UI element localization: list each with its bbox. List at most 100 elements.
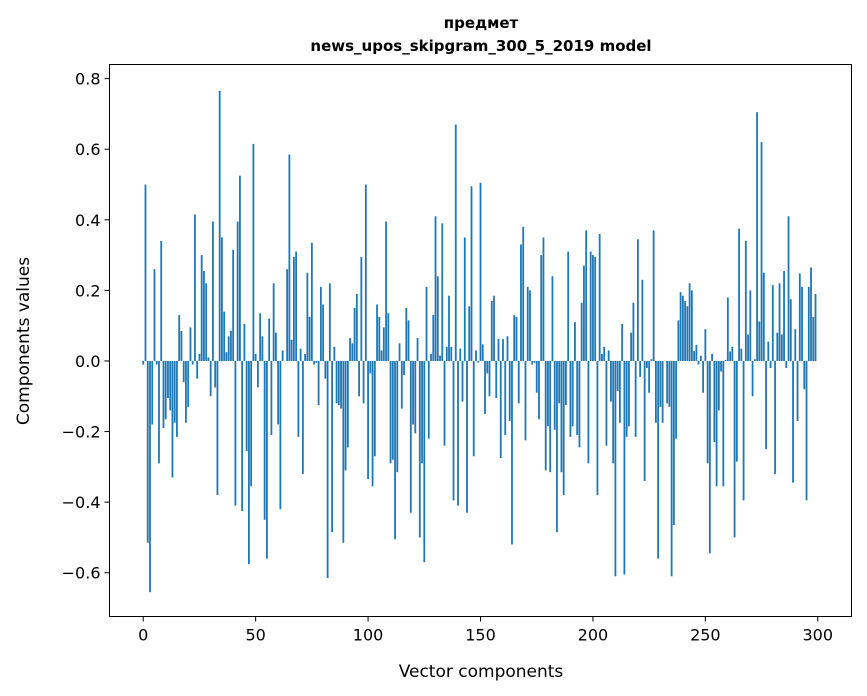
bar-286 <box>785 360 788 369</box>
bar-267 <box>742 360 745 501</box>
bar-253 <box>711 353 713 361</box>
bar-208 <box>610 360 612 402</box>
bar-226 <box>650 359 653 361</box>
x-tick-label: 200 <box>578 626 609 645</box>
bar-27 <box>203 270 205 361</box>
bar-134 <box>443 360 446 446</box>
bar-168 <box>520 244 522 361</box>
bar-278 <box>767 341 770 361</box>
bar-169 <box>522 226 525 361</box>
bar-114 <box>398 343 401 361</box>
bar-204 <box>601 353 603 361</box>
bar-191 <box>571 360 574 427</box>
bar-53 <box>261 336 264 361</box>
bar-240 <box>681 295 684 361</box>
bar-109 <box>387 313 390 361</box>
bar-83 <box>328 283 331 361</box>
bar-205 <box>603 346 606 361</box>
bar-81 <box>324 360 327 379</box>
bar-140 <box>457 360 459 506</box>
bar-122 <box>416 338 419 361</box>
bar-175 <box>535 360 538 393</box>
bar-54 <box>263 360 266 520</box>
bar-287 <box>787 216 790 361</box>
bar-222 <box>641 279 644 361</box>
bar-25 <box>198 353 201 361</box>
bar-70 <box>299 348 302 361</box>
bar-75 <box>310 242 313 361</box>
bar-21 <box>189 327 192 361</box>
bar-266 <box>740 348 743 361</box>
x-tick-label: 150 <box>465 626 496 645</box>
bar-285 <box>783 270 785 361</box>
bar-256 <box>717 360 720 411</box>
bar-290 <box>794 329 797 361</box>
bar-156 <box>493 295 495 361</box>
bar-84 <box>331 360 333 533</box>
bar-105 <box>378 316 381 361</box>
bar-96 <box>358 360 360 397</box>
bar-298 <box>812 316 815 361</box>
bar-295 <box>805 360 808 501</box>
bar-104 <box>376 304 378 361</box>
bar-36 <box>223 311 226 361</box>
bar-271 <box>751 360 754 397</box>
bar-132 <box>439 355 441 361</box>
bar-279 <box>769 360 772 369</box>
bar-102 <box>371 360 374 487</box>
bar-107 <box>382 327 385 361</box>
y-tick-label: 0.6 <box>75 140 100 159</box>
bar-162 <box>506 336 509 361</box>
bar-217 <box>630 332 633 361</box>
bar-207 <box>607 350 610 361</box>
bar-269 <box>747 334 749 361</box>
bar-264 <box>735 360 738 462</box>
bar-136 <box>448 295 450 361</box>
bar-238 <box>677 320 680 361</box>
bar-38 <box>227 336 230 361</box>
bar-167 <box>517 360 520 404</box>
bar-294 <box>803 360 806 390</box>
bar-120 <box>412 360 414 425</box>
bar-108 <box>385 221 387 361</box>
bar-127 <box>427 360 430 439</box>
bar-19 <box>185 360 187 423</box>
bar-214 <box>623 360 626 575</box>
bar-228 <box>654 360 657 423</box>
bar-179 <box>544 360 547 471</box>
bar-4 <box>151 360 154 425</box>
bar-203 <box>598 233 601 361</box>
bar-22 <box>191 360 194 365</box>
bar-72 <box>304 353 307 361</box>
bar-129 <box>432 315 435 361</box>
bar-24 <box>196 360 199 379</box>
y-tick-label: −0.2 <box>62 423 101 442</box>
bar-65 <box>288 154 291 361</box>
bar-89 <box>342 360 345 543</box>
bar-283 <box>778 283 781 361</box>
x-axis: 0 50 100 150 200 250 300 <box>138 616 833 645</box>
bar-117 <box>405 308 408 361</box>
bar-218 <box>632 302 635 361</box>
bar-199 <box>589 251 592 361</box>
y-tick-label: 0.4 <box>75 211 100 230</box>
bar-296 <box>807 286 810 361</box>
bar-49 <box>252 143 255 361</box>
bar-186 <box>560 360 563 473</box>
bar-11 <box>167 360 169 399</box>
bar-243 <box>688 283 691 361</box>
bar-288 <box>789 299 792 361</box>
bar-57 <box>270 360 273 436</box>
bar-112 <box>394 360 396 540</box>
bar-237 <box>675 360 678 439</box>
bar-213 <box>621 323 624 361</box>
bar-60 <box>277 360 280 425</box>
bar-272 <box>753 359 756 361</box>
bar-137 <box>450 346 453 361</box>
bar-254 <box>713 360 716 443</box>
bar-230 <box>659 360 662 407</box>
bar-274 <box>758 321 761 361</box>
bar-180 <box>547 360 549 427</box>
bar-252 <box>708 360 711 554</box>
bar-10 <box>164 360 167 420</box>
